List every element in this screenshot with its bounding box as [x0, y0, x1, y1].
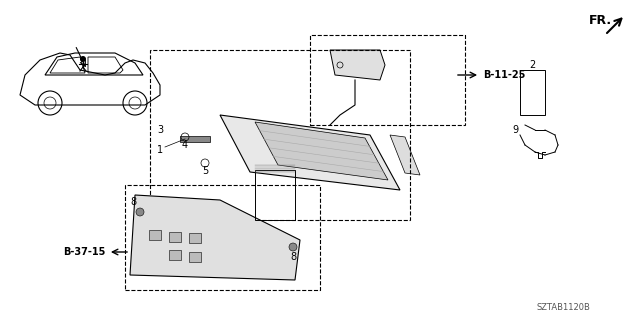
Text: B-37-15: B-37-15	[63, 247, 105, 257]
Polygon shape	[330, 50, 385, 80]
Polygon shape	[390, 135, 420, 175]
Polygon shape	[220, 115, 400, 190]
Circle shape	[80, 56, 86, 62]
Bar	[520, 70, 545, 115]
Text: FR.: FR.	[588, 13, 612, 27]
Bar	[169, 232, 181, 242]
Bar	[189, 233, 201, 243]
Text: 3: 3	[157, 125, 163, 135]
Text: SZTAB1120B: SZTAB1120B	[536, 303, 590, 312]
Text: 1: 1	[157, 145, 163, 155]
Text: 2: 2	[529, 60, 535, 70]
Text: 4: 4	[182, 140, 188, 150]
Bar	[255, 170, 295, 220]
Bar	[310, 35, 465, 125]
Polygon shape	[130, 195, 300, 280]
Polygon shape	[255, 122, 388, 180]
Text: 8: 8	[130, 197, 136, 207]
Bar	[189, 252, 201, 262]
Text: B-11-25: B-11-25	[483, 70, 525, 80]
Circle shape	[289, 243, 297, 251]
Bar	[180, 136, 210, 142]
Text: 8: 8	[290, 252, 296, 262]
Text: 9: 9	[512, 125, 518, 135]
Bar	[125, 185, 320, 290]
Bar	[150, 50, 410, 220]
Bar	[169, 250, 181, 260]
Circle shape	[136, 208, 144, 216]
Text: 5: 5	[202, 166, 208, 176]
Bar	[149, 230, 161, 240]
